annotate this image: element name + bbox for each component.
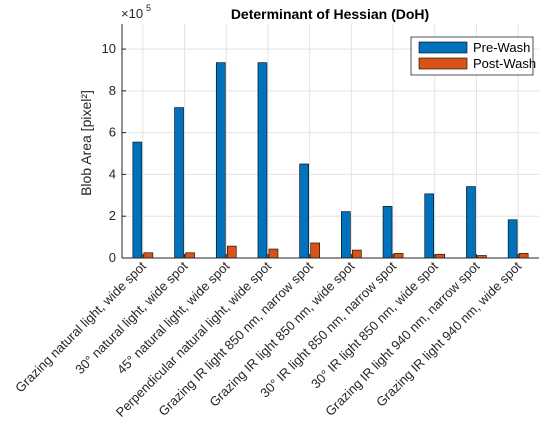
legend-swatch xyxy=(418,57,468,70)
bar-post-wash xyxy=(268,248,279,259)
bar-pre-wash xyxy=(257,62,268,259)
bar-post-wash xyxy=(185,252,195,259)
legend-label: Post-Wash xyxy=(473,56,536,71)
y-tick-label: 8 xyxy=(109,83,116,98)
bars-group xyxy=(132,62,529,259)
y-tick-label: 6 xyxy=(109,125,116,140)
y-tick-label: 10 xyxy=(102,41,116,56)
bar-pre-wash xyxy=(341,211,351,259)
bar-pre-wash xyxy=(507,219,518,259)
bar-post-wash xyxy=(143,252,154,259)
legend-label: Pre-Wash xyxy=(473,40,530,55)
y-tick-label: 2 xyxy=(109,208,116,223)
legend-swatch xyxy=(418,41,468,54)
bar-pre-wash xyxy=(466,186,476,259)
bar-pre-wash xyxy=(215,62,226,259)
x-tick-label: Grazing IR light 940 nm, narrow spot xyxy=(322,258,483,419)
axes xyxy=(121,24,539,259)
y-tick-label: 4 xyxy=(109,166,116,181)
bar-post-wash xyxy=(393,253,404,259)
y-exponent-base: ×10 xyxy=(121,6,143,21)
bar-pre-wash xyxy=(174,107,184,259)
y-axis-label: Blob Area [pixel²] xyxy=(78,90,94,196)
chart-title: Determinant of Hessian (DoH) xyxy=(231,6,429,22)
y-exponent-label: ×10 5 xyxy=(121,3,151,21)
y-exponent-power: 5 xyxy=(146,3,151,13)
bar-pre-wash xyxy=(299,163,309,259)
y-tick-labels: 0 2 4 6 8 10 xyxy=(102,41,116,265)
bar-post-wash xyxy=(226,245,237,259)
grid-lines xyxy=(122,24,539,259)
bar-post-wash xyxy=(352,249,362,259)
x-tick-label: Grazing IR light 850 nm, narrow spot xyxy=(155,258,316,419)
y-tick-label: 0 xyxy=(109,250,116,265)
bar-pre-wash xyxy=(424,193,435,259)
x-tick-label: Perpendicular natural light, wide spot xyxy=(113,258,275,420)
bar-pre-wash xyxy=(132,141,143,259)
bar-post-wash xyxy=(435,253,446,259)
bar-post-wash xyxy=(310,242,320,259)
bar-post-wash xyxy=(518,253,529,259)
bar-pre-wash xyxy=(382,206,393,259)
